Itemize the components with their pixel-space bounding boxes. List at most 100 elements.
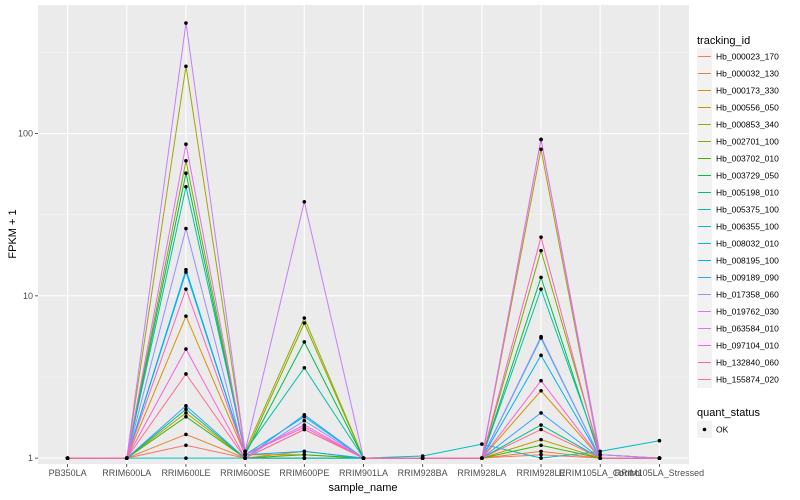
data-point [184,287,188,291]
data-point [539,388,543,393]
legend-label: Hb_019762_030 [716,307,779,317]
legend-label: Hb_000023_170 [716,52,779,62]
legend-item: Hb_000023_170 [697,48,779,65]
shape-legend-title: quant_status [697,407,760,419]
legend: tracking_id Hb_000023_170Hb_000032_130Hb… [697,35,779,438]
data-point [539,137,543,142]
data-point [598,456,603,460]
data-point [184,432,188,437]
data-point [539,353,543,358]
legend-label: Hb_000173_330 [716,86,779,96]
legend-label: Hb_005198_010 [716,188,779,198]
legend-label: Hb_063584_010 [716,324,779,334]
legend-item: Hb_000032_130 [697,65,779,82]
data-point [539,275,543,280]
legend-label: Hb_000032_130 [716,69,779,79]
legend-item: Hb_008195_100 [697,252,779,269]
data-point [65,456,70,460]
legend-item: Hb_000853_340 [697,116,779,133]
data-point [184,314,188,318]
legend-label: Hb_000556_050 [716,103,779,113]
data-point [302,449,307,454]
data-point [539,452,543,457]
legend-item: Hb_006355_100 [697,218,779,235]
x-axis: PB350LA RRIM600LA RRIM600LE RRIM600SE RRIM60… [49,464,704,478]
x-tick-label: RRIM928BA [398,468,448,478]
data-point [302,199,307,204]
legend-items: Hb_000023_170 Hb_000032_130 Hb_000173_330 H… [697,48,779,388]
legend-item: Hb_000173_330 [697,82,779,99]
data-point [539,147,543,152]
data-point [302,321,307,325]
data-point [539,235,543,239]
x-tick-label: RRIM600PE [279,468,329,478]
data-point [302,412,307,417]
legend-label: Hb_002701_100 [716,137,779,147]
legend-item: Hb_003702_010 [697,150,779,167]
data-point [184,21,188,25]
y-tick-label: 100 [18,129,33,139]
legend-label: Hb_009189_090 [716,273,779,283]
data-point [124,456,129,460]
data-point [184,171,188,175]
x-tick-label: RRIM600LA [102,468,151,478]
data-point [480,456,484,460]
data-point [184,270,188,274]
data-point [598,452,603,457]
legend-label: Hb_003702_010 [716,154,779,164]
data-point [184,407,188,412]
y-tick-label: 1 [28,453,33,463]
data-point [539,456,543,460]
data-point [184,414,188,419]
y-axis-title: FPKM + 1 [7,209,19,258]
data-point [184,267,188,272]
data-point [480,442,484,446]
legend-title: tracking_id [697,35,750,47]
legend-label: Hb_003729_050 [716,171,779,181]
data-point [184,142,188,147]
legend-label: Hb_008195_100 [716,256,779,266]
data-point [243,456,247,460]
legend-item: Hb_019762_030 [697,303,779,320]
data-point [302,418,307,423]
grid-major [38,5,689,464]
legend-item: Hb_002701_100 [697,133,779,150]
data-point [184,64,188,69]
data-point [243,452,247,457]
data-point [539,411,543,415]
data-point [184,456,188,460]
data-point [657,456,662,460]
legend-item: Hb_003729_050 [697,167,779,184]
data-point [184,184,188,189]
data-point [302,366,307,370]
data-point [302,452,307,457]
data-point [184,372,188,376]
data-point [539,248,543,253]
x-tick-label: RRIM928LE [517,468,566,478]
y-tick-label: 10 [23,291,33,301]
legend-label: Hb_000853_340 [716,120,779,130]
legend-label: Hb_132840_060 [716,358,779,368]
data-point [539,427,543,432]
legend-item: Hb_005198_010 [697,184,779,201]
legend-item: Hb_009189_090 [697,269,779,286]
data-point [184,411,188,415]
legend-item: Hb_155874_020 [697,371,779,388]
data-point [539,378,543,383]
legend-item: Hb_008032_010 [697,235,779,252]
data-point [302,456,307,460]
data-point [539,449,543,454]
y-axis: 1 10 100 [18,129,38,463]
legend-item: Hb_132840_060 [697,354,779,371]
x-tick-label: RRIM600LE [161,468,210,478]
data-point [598,449,603,454]
legend-item: Hb_005375_100 [697,201,779,218]
data-point [302,427,307,432]
legend-item: Hb_000556_050 [697,99,779,116]
legend-item: Hb_017358_060 [697,286,779,303]
legend-item: Hb_063584_010 [697,320,779,337]
data-point [302,340,307,344]
x-tick-label: RRIM600SE [220,468,270,478]
data-point [539,437,543,442]
